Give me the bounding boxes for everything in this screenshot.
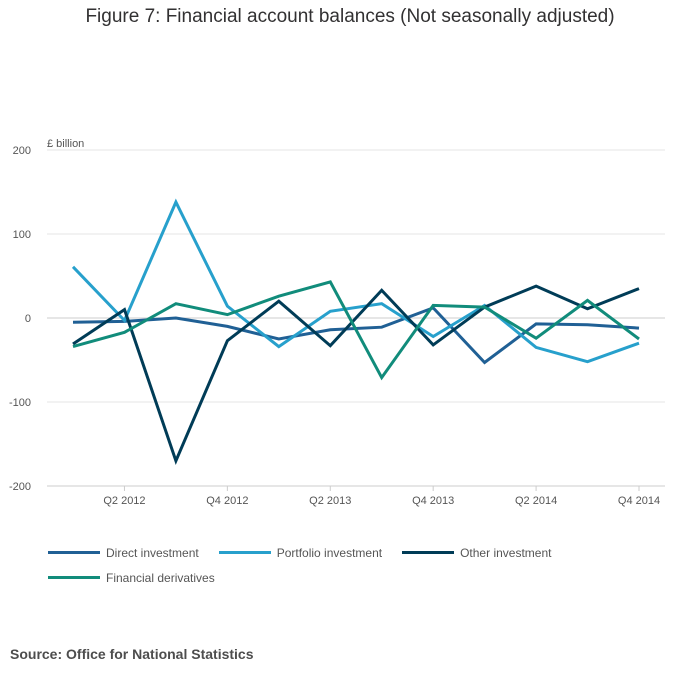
legend-label: Financial derivatives [106, 570, 215, 585]
x-tick-label: Q4 2014 [618, 495, 660, 507]
series-lines [71, 198, 640, 465]
x-tick-label: Q4 2012 [206, 495, 248, 507]
series-line-other-investment [72, 284, 640, 465]
legend-item-direct-investment: Direct investment [48, 546, 199, 560]
line-chart: 200 100 0 -100 -200 Q2 2012 Q4 2012 Q2 2013 Q4 … [9, 138, 665, 507]
legend-swatch [402, 551, 455, 554]
series-line-portfolio-investment [71, 198, 640, 364]
legend-item-other-investment: Other investment [402, 546, 551, 560]
legend-label: Other investment [460, 545, 552, 560]
x-tick-label: Q2 2013 [309, 495, 351, 507]
y-tick-label: -200 [9, 481, 31, 493]
x-tick-label: Q2 2014 [515, 495, 557, 507]
x-tick-label: Q4 2013 [412, 495, 454, 507]
source-note: Source: Office for National Statistics [10, 646, 254, 662]
legend-item-portfolio-investment: Portfolio investment [218, 545, 383, 560]
legend-item-financial-derivatives: Financial derivatives [48, 571, 215, 585]
y-tick-label: -100 [9, 397, 31, 409]
legend-swatch [48, 551, 100, 554]
y-axis-unit-label: £ billion [47, 138, 84, 150]
legend-swatch [48, 576, 100, 579]
chart-title: Figure 7: Financial account balances (No… [85, 6, 615, 27]
legend-label: Direct investment [106, 545, 199, 560]
legend: Direct investment Portfolio investment O… [48, 540, 668, 590]
legend-label: Portfolio investment [276, 545, 383, 560]
legend-swatch [218, 551, 271, 554]
x-tick-label: Q2 2012 [103, 495, 145, 507]
y-tick-label: 200 [13, 145, 31, 157]
y-axis: 200 100 0 -100 -200 [9, 145, 31, 493]
series-line-financial-derivatives [72, 280, 640, 381]
y-tick-label: 100 [13, 229, 31, 241]
x-axis: Q2 2012 Q4 2012 Q2 2013 Q4 2013 Q2 2014 Q4 20… [47, 485, 665, 507]
y-tick-label: 0 [25, 313, 31, 325]
